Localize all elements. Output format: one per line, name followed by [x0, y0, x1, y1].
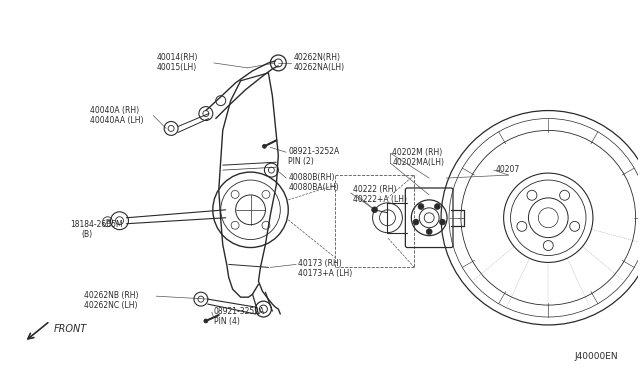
Circle shape — [413, 219, 419, 225]
Text: B: B — [105, 219, 110, 225]
Text: 40202M (RH): 40202M (RH) — [392, 148, 443, 157]
Text: 08921-3252A: 08921-3252A — [214, 307, 265, 316]
Text: 40262N(RH): 40262N(RH) — [293, 53, 340, 62]
Text: 40222 (RH): 40222 (RH) — [353, 185, 396, 194]
Text: 40015(LH): 40015(LH) — [156, 63, 196, 72]
Text: 40222+A (LH): 40222+A (LH) — [353, 195, 407, 204]
Text: 40262NA(LH): 40262NA(LH) — [293, 63, 344, 72]
Text: 40207: 40207 — [495, 165, 520, 174]
Text: 40040AA (LH): 40040AA (LH) — [90, 116, 143, 125]
Text: (B): (B) — [82, 230, 93, 239]
Text: 40262NC (LH): 40262NC (LH) — [84, 301, 137, 310]
Text: PIN (4): PIN (4) — [214, 317, 239, 326]
Text: 40202MA(LH): 40202MA(LH) — [392, 158, 444, 167]
Text: FRONT: FRONT — [54, 324, 87, 334]
Text: 40262NB (RH): 40262NB (RH) — [84, 291, 138, 300]
Text: 40014(RH): 40014(RH) — [156, 53, 198, 62]
Circle shape — [372, 207, 378, 213]
Circle shape — [418, 203, 424, 209]
Text: 40040A (RH): 40040A (RH) — [90, 106, 139, 115]
Text: 40173 (RH): 40173 (RH) — [298, 259, 342, 269]
Circle shape — [440, 219, 445, 225]
Text: 18184-2605M: 18184-2605M — [70, 220, 122, 229]
Circle shape — [262, 144, 266, 148]
Circle shape — [426, 229, 432, 235]
Text: 40173+A (LH): 40173+A (LH) — [298, 269, 353, 278]
Text: PIN (2): PIN (2) — [288, 157, 314, 166]
Text: J40000EN: J40000EN — [574, 352, 618, 361]
Text: 40080B(RH): 40080B(RH) — [288, 173, 335, 182]
Circle shape — [435, 203, 440, 209]
Text: 08921-3252A: 08921-3252A — [288, 147, 339, 156]
Circle shape — [204, 319, 208, 323]
Text: 40080BA(LH): 40080BA(LH) — [288, 183, 339, 192]
